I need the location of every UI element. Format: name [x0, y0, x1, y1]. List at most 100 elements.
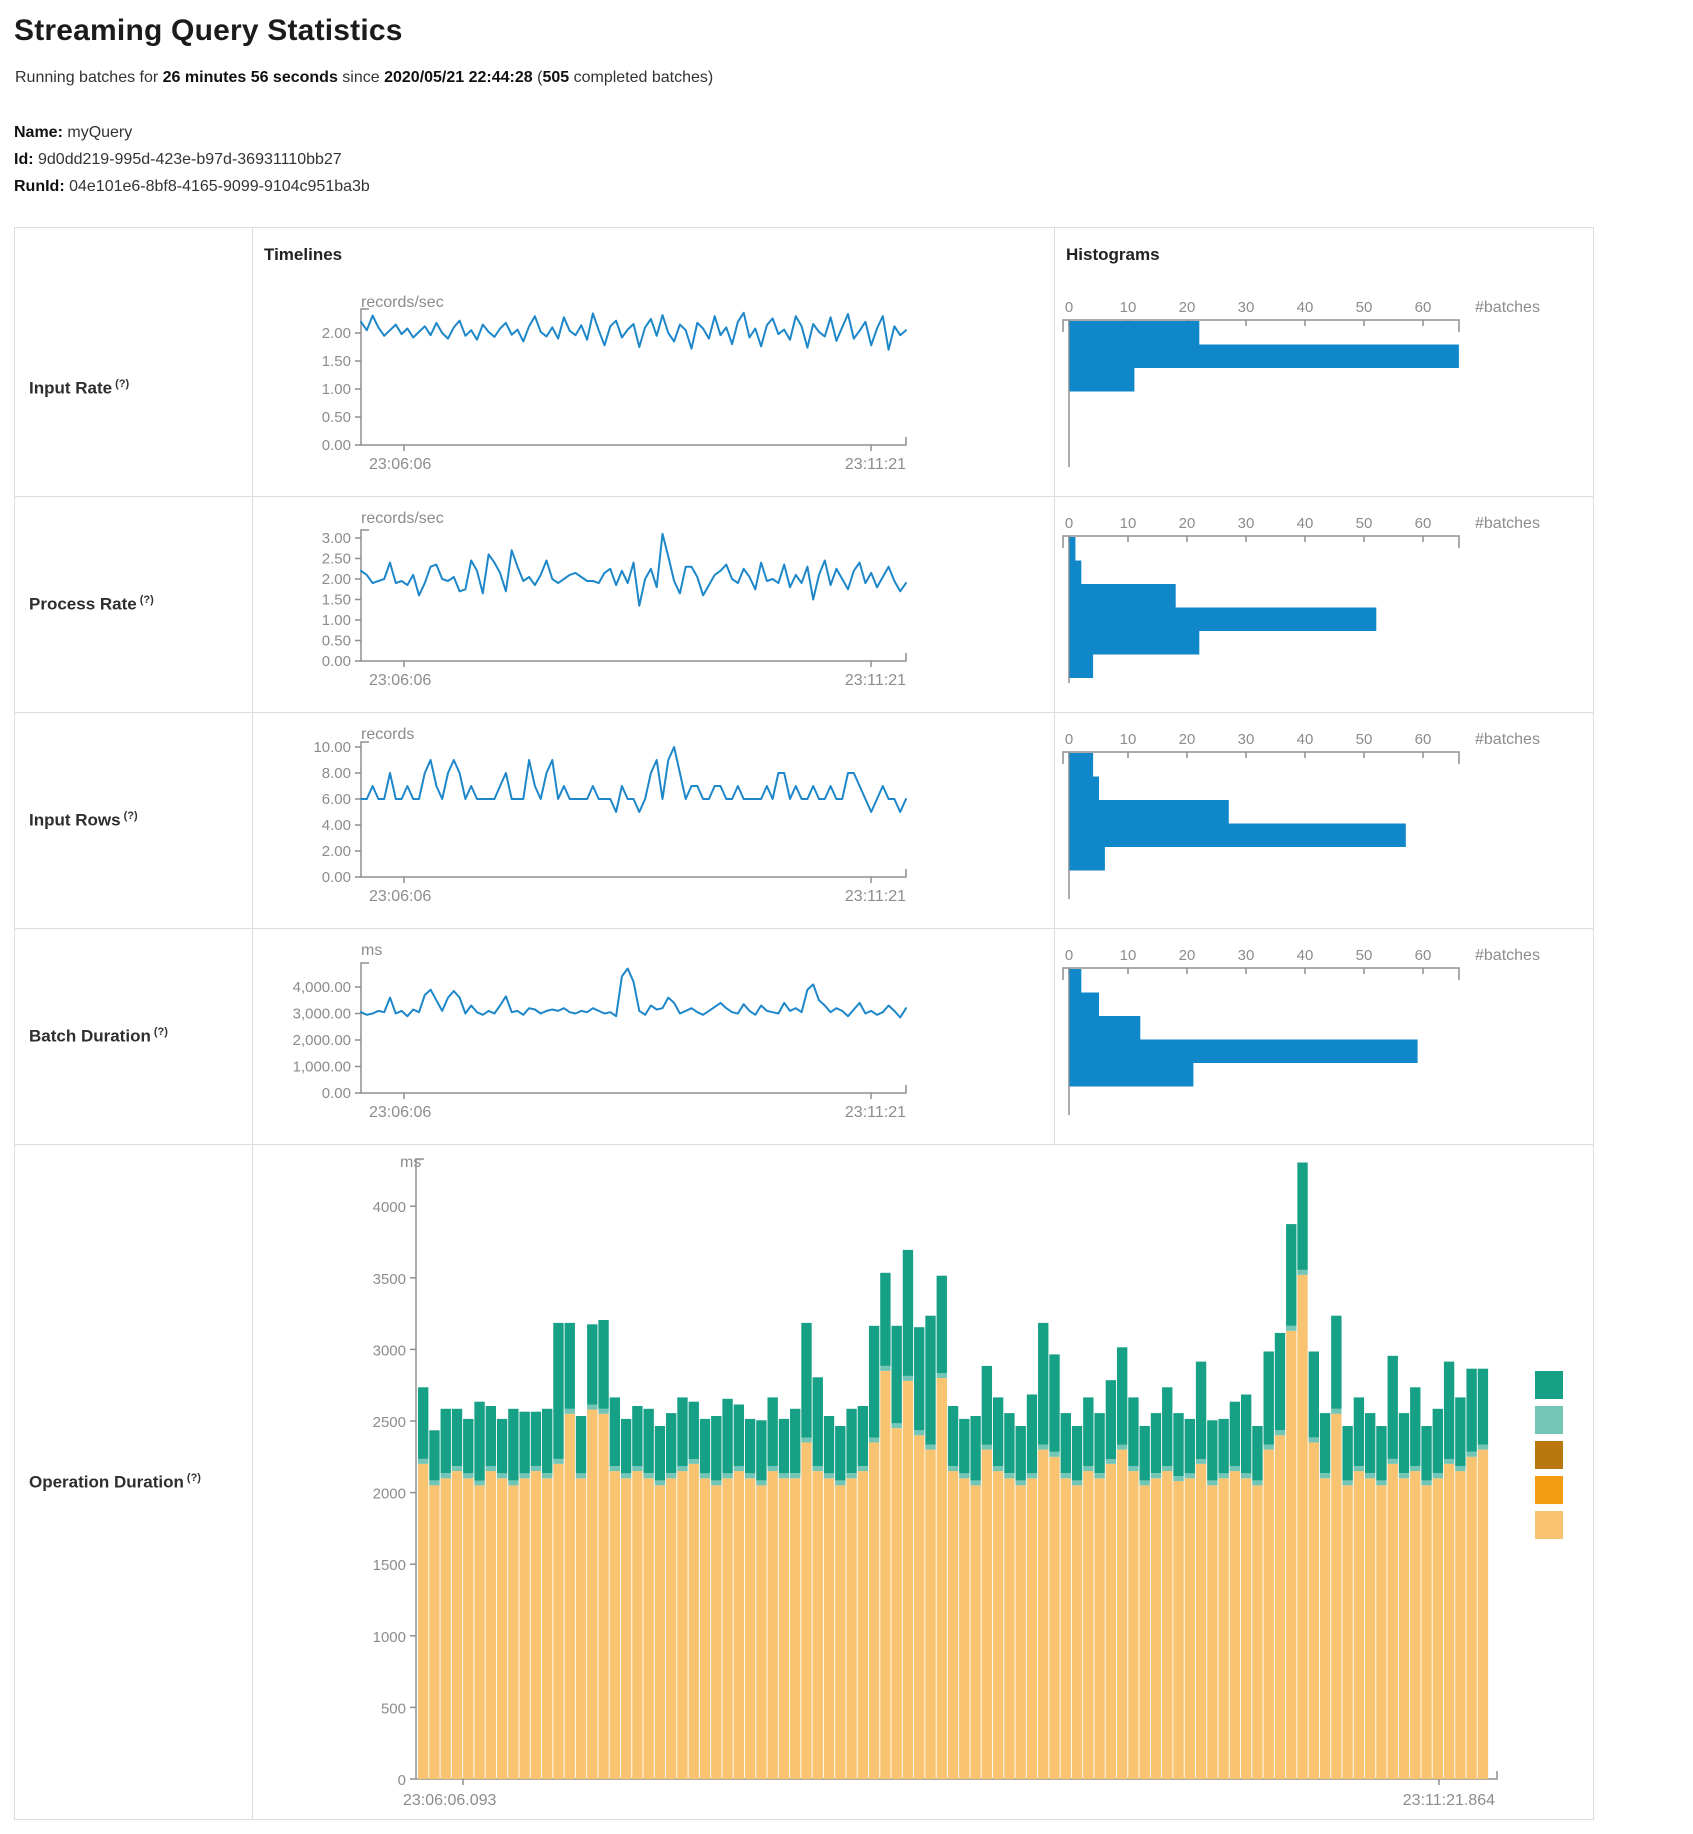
svg-text:4000: 4000 — [373, 1199, 406, 1216]
timeline-chart-input-rate: records/sec 0.00 0.50 1.00 1.50 2.00 23:06:06 2… — [322, 294, 907, 473]
svg-text:1.00: 1.00 — [322, 381, 351, 398]
svg-text:10: 10 — [1120, 947, 1137, 964]
svg-text:10: 10 — [1120, 515, 1137, 532]
histogram-chart-batch-duration: 0 10 20 30 40 50 60 #batches — [1062, 947, 1540, 1115]
table-header-row: Timelines Histograms — [15, 228, 1593, 281]
svg-text:records/sec: records/sec — [361, 510, 444, 527]
svg-text:30: 30 — [1238, 515, 1255, 532]
summary-completed-count: 505 — [542, 69, 570, 86]
svg-text:23:11:21: 23:11:21 — [845, 456, 906, 473]
svg-text:50: 50 — [1356, 731, 1373, 748]
header-histograms: Histograms — [1066, 244, 1160, 264]
svg-text:20: 20 — [1179, 731, 1196, 748]
svg-text:10.00: 10.00 — [313, 739, 351, 756]
svg-text:60: 60 — [1415, 299, 1432, 316]
page-title: Streaming Query Statistics — [14, 14, 403, 47]
svg-text:2.50: 2.50 — [322, 551, 351, 568]
svg-text:0.00: 0.00 — [322, 437, 351, 454]
histogram-cell-process-rate: 0 10 20 30 40 50 60 #batches — [1055, 497, 1593, 712]
svg-text:40: 40 — [1297, 299, 1314, 316]
row-label-input-rows: Input Rows (?) — [29, 810, 138, 830]
query-name-label: Name: — [14, 124, 63, 141]
svg-text:23:11:21.864: 23:11:21.864 — [1403, 1792, 1495, 1809]
svg-text:10: 10 — [1120, 731, 1137, 748]
row-label-operation-duration: Operation Duration (?) — [29, 1471, 201, 1492]
summary-text-4: completed batches) — [569, 69, 714, 86]
svg-text:23:06:06: 23:06:06 — [369, 456, 431, 473]
query-id-line: Id: 9d0dd219-995d-423e-b97d-36931110bb27 — [14, 146, 1693, 173]
query-runid-value: 04e101e6-8bf8-4165-9099-9104c951ba3b — [69, 178, 370, 195]
svg-text:1.50: 1.50 — [322, 353, 351, 370]
table-row-batch-duration: Batch Duration (?) ms 0.00 1,000.00 2,000.00 3… — [15, 928, 1593, 1144]
svg-text:0.00: 0.00 — [322, 1085, 351, 1102]
svg-text:3000: 3000 — [373, 1342, 406, 1359]
row-label-cell-batch-duration: Batch Duration (?) — [15, 929, 253, 1144]
svg-text:23:11:21: 23:11:21 — [845, 672, 906, 689]
svg-text:8.00: 8.00 — [322, 765, 351, 782]
svg-text:0: 0 — [1065, 947, 1073, 964]
timeline-chart-process-rate: records/sec 0.00 0.50 1.00 1.50 2.00 2.50 3.00 2… — [322, 510, 907, 689]
histogram-cell-batch-duration: 0 10 20 30 40 50 60 #batches — [1055, 929, 1593, 1144]
svg-text:23:06:06: 23:06:06 — [369, 888, 431, 905]
svg-text:20: 20 — [1179, 515, 1196, 532]
svg-text:50: 50 — [1356, 947, 1373, 964]
help-tooltip-batch-duration[interactable]: (?) — [153, 1026, 168, 1039]
table-body: Input Rate (?) records/sec 0.00 0.50 1.00 1.50… — [15, 281, 1593, 1819]
timeline-cell-input-rows: records 0.00 2.00 4.00 6.00 8.00 10.00 23:06:06… — [253, 713, 1055, 928]
svg-text:2.00: 2.00 — [322, 325, 351, 342]
running-batches-summary: Running batches for 26 minutes 56 second… — [15, 69, 1693, 87]
legend-swatch-4 — [1535, 1511, 1563, 1539]
svg-text:40: 40 — [1297, 731, 1314, 748]
histogram-chart-input-rate: 0 10 20 30 40 50 60 #batches — [1062, 299, 1540, 467]
summary-text-3: ( — [532, 69, 543, 86]
svg-text:2000: 2000 — [373, 1486, 406, 1503]
svg-text:30: 30 — [1238, 947, 1255, 964]
svg-text:23:11:21: 23:11:21 — [845, 1104, 906, 1121]
svg-text:4,000.00: 4,000.00 — [293, 979, 351, 996]
svg-text:ms: ms — [361, 942, 382, 959]
help-tooltip-input-rate[interactable]: (?) — [115, 378, 130, 391]
query-runid-line: RunId: 04e101e6-8bf8-4165-9099-9104c951b… — [14, 173, 1693, 200]
row-label-cell-input-rate: Input Rate (?) — [15, 281, 253, 496]
timeline-cell-input-rate: records/sec 0.00 0.50 1.00 1.50 2.00 23:06:06 2… — [253, 281, 1055, 496]
svg-text:0: 0 — [1065, 299, 1073, 316]
svg-text:#batches: #batches — [1475, 947, 1540, 964]
svg-text:1.00: 1.00 — [322, 612, 351, 629]
help-tooltip-input-rows[interactable]: (?) — [123, 810, 138, 823]
help-tooltip-process-rate[interactable]: (?) — [139, 594, 154, 607]
operation-duration-cell: ms 0 500 1000 1500 2000 2500 3000 3500 4000 23:06:… — [253, 1145, 1593, 1819]
svg-text:2500: 2500 — [373, 1414, 406, 1431]
table-row-process-rate: Process Rate (?) records/sec 0.00 0.50 1.00 1.… — [15, 496, 1593, 712]
svg-text:1500: 1500 — [373, 1557, 406, 1574]
query-id-label: Id: — [14, 151, 34, 168]
svg-text:3,000.00: 3,000.00 — [293, 1006, 351, 1023]
streaming-query-statistics-page: Streaming Query Statistics Running batch… — [0, 14, 1693, 1820]
svg-text:60: 60 — [1415, 731, 1432, 748]
svg-text:50: 50 — [1356, 299, 1373, 316]
legend-swatch-3 — [1535, 1476, 1563, 1504]
table-row-operation-duration: Operation Duration (?) ms 0 500 1000 1500 2000 2… — [15, 1144, 1593, 1819]
svg-text:#batches: #batches — [1475, 515, 1540, 532]
svg-text:0: 0 — [1065, 515, 1073, 532]
row-label-input-rate: Input Rate (?) — [29, 378, 130, 398]
help-tooltip-operation-duration[interactable]: (?) — [186, 1471, 201, 1484]
query-id-value: 9d0dd219-995d-423e-b97d-36931110bb27 — [38, 151, 342, 168]
svg-text:records/sec: records/sec — [361, 294, 444, 311]
svg-text:0.50: 0.50 — [322, 409, 351, 426]
svg-text:6.00: 6.00 — [322, 791, 351, 808]
svg-text:3.00: 3.00 — [322, 530, 351, 547]
table-row-input-rows: Input Rows (?) records 0.00 2.00 4.00 6.00 8.00… — [15, 712, 1593, 928]
svg-text:1000: 1000 — [373, 1629, 406, 1646]
row-label-cell-process-rate: Process Rate (?) — [15, 497, 253, 712]
svg-text:3500: 3500 — [373, 1271, 406, 1288]
svg-text:60: 60 — [1415, 947, 1432, 964]
histogram-cell-input-rate: 0 10 20 30 40 50 60 #batches — [1055, 281, 1593, 496]
svg-text:records: records — [361, 726, 414, 743]
histogram-cell-input-rows: 0 10 20 30 40 50 60 #batches — [1055, 713, 1593, 928]
statistics-table: Timelines Histograms Input Rate (?) record… — [14, 227, 1594, 1820]
svg-text:0: 0 — [1065, 731, 1073, 748]
summary-text-1: Running batches for — [15, 69, 163, 86]
svg-text:40: 40 — [1297, 515, 1314, 532]
svg-text:0.50: 0.50 — [322, 633, 351, 650]
svg-text:10: 10 — [1120, 299, 1137, 316]
